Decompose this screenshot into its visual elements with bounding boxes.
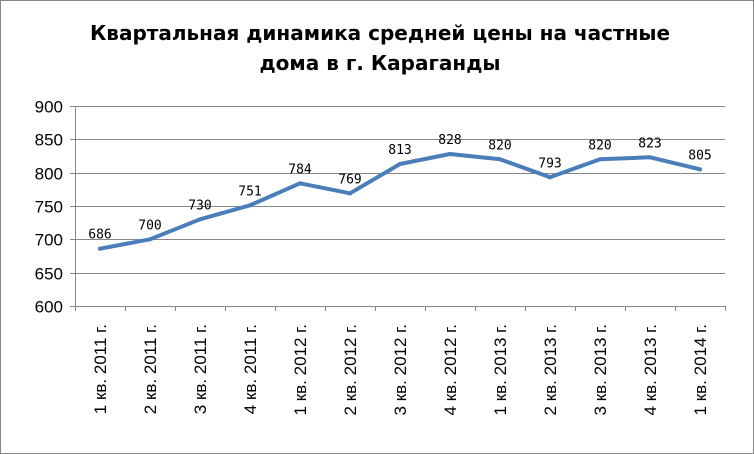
x-tick-label: 2 кв. 2013 г. [541, 324, 560, 415]
x-tick-label: 3 кв. 2011 г. [191, 324, 210, 414]
data-label: 700 [138, 218, 161, 233]
data-label: 686 [88, 228, 111, 243]
data-label: 793 [538, 156, 561, 171]
y-tick-label: 800 [35, 165, 63, 184]
data-label: 828 [438, 133, 461, 148]
data-point [598, 157, 602, 162]
data-label: 769 [338, 172, 361, 187]
x-tick-label: 4 кв. 2012 г. [441, 324, 460, 415]
data-label: 823 [638, 136, 661, 151]
data-label: 813 [388, 143, 411, 158]
chart-title-line-2: дома в г. Караганды [259, 51, 501, 75]
x-tick-label: 3 кв. 2013 г. [591, 324, 610, 415]
data-point [248, 203, 252, 208]
y-tick-label: 650 [35, 265, 63, 284]
x-axis: 1 кв. 2011 г. 2 кв. 2011 г. 3 кв. 2011 г. 4… [75, 306, 726, 415]
x-tick-label: 1 кв. 2011 г. [91, 324, 110, 414]
data-labels: 686 700 730 751 784 769 813 828 820 793 820 823 805 [88, 133, 711, 243]
y-tick-label: 850 [35, 131, 63, 150]
data-point [548, 175, 552, 180]
x-tick-label: 1 кв. 2014 г. [691, 324, 710, 415]
y-tick-label: 600 [35, 298, 63, 317]
data-point [698, 167, 702, 172]
chart-title: Квартальная динамика средней цены на час… [60, 18, 700, 78]
y-tick-label: 700 [35, 231, 63, 250]
chart-title-line-1: Квартальная динамика средней цены на час… [89, 21, 671, 45]
data-label: 751 [238, 184, 261, 199]
series-line [98, 152, 702, 251]
y-axis: 600 650 700 750 800 850 900 [35, 98, 76, 317]
y-tick-label: 900 [35, 98, 63, 117]
data-label: 820 [588, 138, 611, 153]
x-tick-label: 4 кв. 2011 г. [241, 324, 260, 414]
x-tick-label: 1 кв. 2012 г. [291, 324, 310, 415]
y-tick-label: 750 [35, 198, 63, 217]
data-point [448, 152, 452, 156]
data-label: 784 [288, 162, 312, 177]
x-tick-label: 2 кв. 2011 г. [141, 324, 160, 414]
data-point [298, 181, 302, 186]
data-point [348, 191, 352, 196]
x-tick-label: 4 кв. 2013 г. [641, 324, 660, 415]
data-point [198, 217, 202, 222]
gridlines [75, 106, 725, 307]
x-tick-label: 2 кв. 2012 г. [341, 324, 360, 415]
data-label: 730 [188, 198, 211, 213]
data-point [148, 237, 152, 242]
data-point [98, 246, 102, 251]
data-point [398, 162, 402, 166]
x-tick-label: 1 кв. 2013 г. [491, 324, 510, 415]
data-point [498, 157, 502, 162]
data-point [648, 155, 652, 160]
data-label: 820 [488, 138, 511, 153]
x-tick-label: 3 кв. 2012 г. [391, 324, 410, 415]
data-label: 805 [688, 148, 711, 163]
